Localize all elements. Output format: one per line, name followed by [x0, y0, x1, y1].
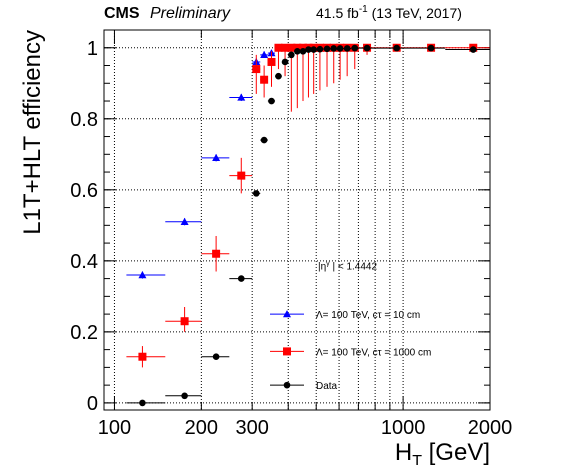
- series-2-point-9: [288, 51, 295, 59]
- x-tick-label-0: 100: [98, 417, 131, 439]
- ticks-layer: 0 0.2 0.4 0.6 0.8 1 100 200 300 1000 2000: [70, 30, 512, 439]
- legend-label-2: Data: [316, 381, 338, 392]
- legend-marker-1: [283, 347, 291, 356]
- series-0-point-3: [237, 93, 246, 101]
- eta-annotation-sup: γ: [326, 261, 330, 268]
- series-1-point-9: [287, 43, 296, 52]
- series-1-point-4: [252, 65, 261, 74]
- series-0: [126, 49, 276, 279]
- y-axis-title: L1T+HLT efficiency: [19, 30, 46, 235]
- series-2-point-7: [275, 72, 282, 80]
- y-tick-label-3: 0.6: [70, 180, 98, 202]
- eta-annotation-rest: | < 1.4442: [330, 262, 378, 273]
- series-0-point-5: [260, 50, 269, 59]
- series-1-point-11: [299, 43, 308, 52]
- series-2-point-4: [252, 190, 260, 197]
- lumi-value: 41.5 fb: [316, 5, 359, 21]
- experiment-label: CMS: [104, 5, 140, 22]
- series-2-point-20: [363, 44, 371, 52]
- series-2-point-22: [427, 44, 435, 52]
- series-1-point-1: [180, 317, 189, 326]
- series-2-point-23: [469, 46, 477, 53]
- legend-marker-0: [283, 310, 291, 318]
- plot-frame: [103, 29, 491, 411]
- data-layer: [126, 43, 490, 407]
- series-2-point-3: [237, 275, 245, 282]
- series-2-point-6: [268, 97, 275, 105]
- series-1: [126, 43, 490, 368]
- series-2-point-17: [336, 45, 344, 52]
- legend-label-0: Λ= 100 TeV, cτ = 10 cm: [316, 310, 420, 321]
- x-axis-title: HT [GeV]: [395, 439, 490, 465]
- series-2: [126, 44, 490, 407]
- x-tick-label-1: 200: [185, 417, 218, 439]
- energy-year: (13 TeV, 2017): [372, 5, 462, 21]
- y-tick-label-2: 0.4: [70, 251, 98, 273]
- series-1-point-5: [260, 75, 269, 84]
- y-tick-label-4: 0.8: [70, 109, 98, 131]
- x-tick-label-4: 2000: [468, 417, 513, 439]
- series-1-point-2: [212, 249, 221, 258]
- eta-annotation-main: |η: [318, 262, 326, 273]
- series-2-point-19: [351, 44, 359, 52]
- legend-label-1: Λ= 100 TeV, cτ = 1000 cm: [316, 347, 431, 358]
- y-tick-label-5: 1: [87, 38, 98, 60]
- series-0-point-1: [180, 217, 189, 225]
- x-axis-title-sub: T: [412, 453, 422, 465]
- eta-annotation: |ηγ | < 1.4442: [318, 261, 377, 273]
- series-1-point-7: [274, 43, 283, 52]
- series-2-point-15: [323, 45, 331, 53]
- series-2-point-1: [181, 392, 188, 400]
- status-label: Preliminary: [150, 5, 231, 22]
- series-2-point-5: [260, 136, 268, 144]
- series-2-point-13: [310, 46, 317, 53]
- series-1-point-8: [281, 43, 290, 52]
- series-1-point-6: [267, 57, 276, 66]
- series-1-point-10: [293, 43, 302, 52]
- series-2-point-11: [299, 48, 307, 55]
- series-2-point-18: [343, 45, 351, 52]
- legend-marker-2: [283, 381, 291, 389]
- series-2-point-14: [316, 45, 324, 53]
- series-2-point-8: [281, 58, 289, 66]
- series-1-point-0: [138, 352, 147, 361]
- legend: Λ= 100 TeV, cτ = 10 cm Λ= 100 TeV, cτ = 1…: [270, 310, 431, 392]
- x-axis-title-main: H: [395, 439, 412, 465]
- x-axis-title-unit: [GeV]: [422, 439, 490, 465]
- series-2-point-0: [139, 399, 146, 407]
- x-tick-label-3: 1000: [381, 417, 426, 439]
- y-tick-label-0: 0: [87, 393, 98, 415]
- lumi-exponent: -1: [359, 4, 368, 15]
- series-2-point-2: [212, 353, 220, 361]
- y-tick-label-1: 0.2: [70, 322, 98, 344]
- series-2-point-21: [393, 44, 400, 52]
- series-0-point-0: [138, 271, 147, 279]
- series-1-point-3: [237, 171, 246, 180]
- series-0-point-2: [212, 153, 221, 162]
- lumi-label: 41.5 fb-1 (13 TeV, 2017): [316, 4, 462, 21]
- series-2-point-12: [305, 46, 312, 53]
- series-2-point-16: [330, 45, 338, 52]
- series-2-point-10: [294, 48, 301, 55]
- x-tick-label-2: 300: [235, 417, 268, 439]
